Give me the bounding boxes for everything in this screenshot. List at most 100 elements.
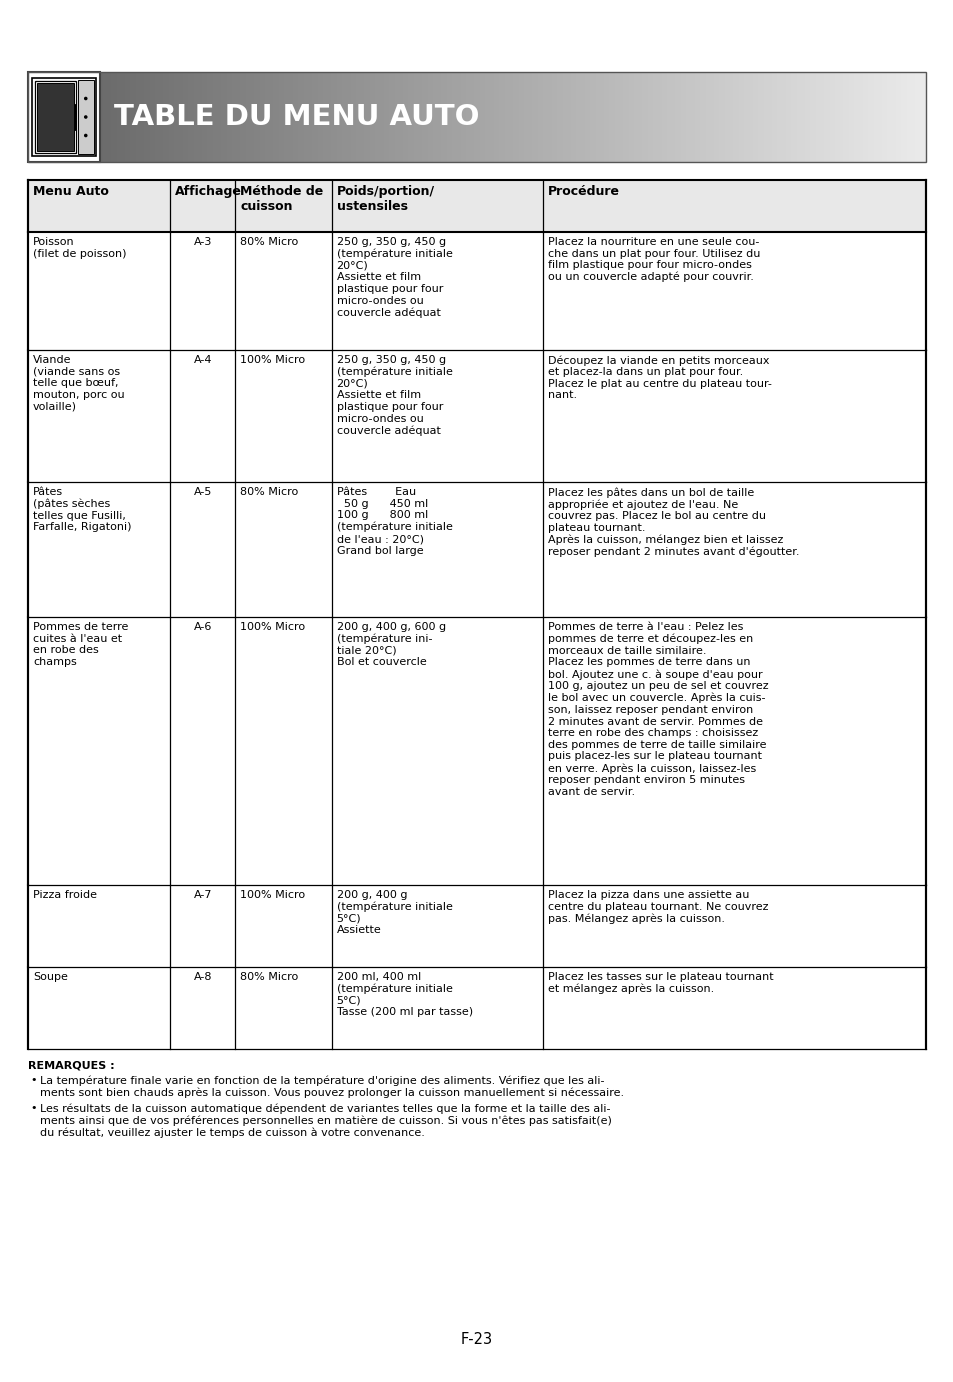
Bar (793, 72, 797, 162)
Bar (414, 72, 416, 162)
Bar (873, 72, 876, 162)
Bar (832, 72, 835, 162)
Bar (879, 72, 882, 162)
Text: F-23: F-23 (460, 1332, 493, 1347)
Text: A-6: A-6 (193, 622, 212, 632)
Bar (809, 72, 813, 162)
Bar (210, 72, 213, 162)
Bar (901, 72, 903, 162)
Bar (666, 72, 670, 162)
Bar (565, 72, 568, 162)
Bar (449, 72, 453, 162)
Text: 200 g, 400 g, 600 g
(température ini-
tiale 20°C)
Bol et couvercle: 200 g, 400 g, 600 g (température ini- ti… (336, 622, 445, 668)
Text: Méthode de
cuisson: Méthode de cuisson (240, 185, 323, 213)
Bar (603, 72, 606, 162)
Bar (430, 72, 434, 162)
Bar (905, 72, 909, 162)
Bar (615, 72, 618, 162)
Bar (532, 72, 535, 162)
Bar (438, 72, 441, 162)
Bar (694, 72, 698, 162)
Text: Viande
(viande sans os
telle que bœuf,
mouton, porc ou
volaille): Viande (viande sans os telle que bœuf, m… (33, 355, 125, 412)
Bar (567, 72, 571, 162)
Bar (513, 72, 516, 162)
Bar (727, 72, 730, 162)
Bar (790, 72, 794, 162)
Bar (317, 72, 320, 162)
Text: A-8: A-8 (193, 972, 212, 983)
Bar (631, 72, 634, 162)
Circle shape (84, 134, 88, 137)
Text: REMARQUES :: REMARQUES : (28, 1061, 114, 1071)
Bar (446, 72, 450, 162)
Bar (138, 72, 142, 162)
Bar (265, 72, 268, 162)
Text: Placez la pizza dans une assiette au
centre du plateau tournant. Ne couvrez
pas.: Placez la pizza dans une assiette au cen… (547, 890, 767, 923)
Bar (526, 72, 530, 162)
Bar (619, 72, 623, 162)
Bar (193, 72, 196, 162)
Bar (870, 72, 873, 162)
Bar (314, 72, 317, 162)
Bar (804, 72, 807, 162)
Bar (721, 72, 724, 162)
Text: 100% Micro: 100% Micro (240, 355, 305, 365)
Bar (815, 72, 819, 162)
Bar (375, 72, 378, 162)
Bar (312, 72, 314, 162)
Bar (573, 72, 577, 162)
Bar (705, 72, 708, 162)
Bar (427, 72, 431, 162)
Bar (100, 72, 103, 162)
Bar (540, 72, 543, 162)
Bar (262, 72, 266, 162)
Bar (881, 72, 884, 162)
Bar (204, 72, 208, 162)
Bar (504, 72, 507, 162)
Bar (249, 72, 252, 162)
Bar (746, 72, 749, 162)
Text: Menu Auto: Menu Auto (33, 185, 109, 198)
Bar (733, 72, 736, 162)
Bar (436, 72, 438, 162)
Text: •: • (30, 1103, 36, 1113)
Bar (784, 72, 788, 162)
Text: A-5: A-5 (193, 486, 212, 498)
Bar (336, 72, 339, 162)
Bar (135, 72, 139, 162)
Text: Placez les tasses sur le plateau tournant
et mélangez après la cuisson.: Placez les tasses sur le plateau tournan… (547, 972, 772, 994)
Bar (306, 72, 310, 162)
Bar (765, 72, 769, 162)
Bar (656, 72, 659, 162)
Bar (476, 72, 480, 162)
Bar (320, 72, 323, 162)
Bar (293, 72, 295, 162)
Bar (570, 72, 574, 162)
Bar (581, 72, 584, 162)
Bar (683, 72, 686, 162)
Text: Pâtes
(pâtes sèches
telles que Fusilli,
Farfalle, Rigatoni): Pâtes (pâtes sèches telles que Fusilli, … (33, 486, 132, 532)
Bar (166, 72, 169, 162)
Bar (157, 72, 161, 162)
Bar (373, 72, 375, 162)
Bar (535, 72, 537, 162)
Bar (155, 72, 158, 162)
Bar (132, 72, 136, 162)
Bar (862, 72, 865, 162)
Text: Placez la nourriture en une seule cou-
che dans un plat pour four. Utilisez du
f: Placez la nourriture en une seule cou- c… (547, 236, 760, 282)
Bar (252, 72, 254, 162)
Bar (669, 72, 673, 162)
Bar (598, 72, 601, 162)
Bar (807, 72, 810, 162)
Bar (377, 72, 381, 162)
Bar (460, 72, 463, 162)
Bar (914, 72, 918, 162)
Bar (342, 72, 345, 162)
Text: 200 g, 400 g
(température initiale
5°C)
Assiette: 200 g, 400 g (température initiale 5°C) … (336, 890, 452, 936)
Bar (702, 72, 705, 162)
Bar (218, 72, 221, 162)
Bar (213, 72, 216, 162)
Bar (35, 82, 75, 153)
Bar (402, 72, 406, 162)
Bar (488, 72, 491, 162)
